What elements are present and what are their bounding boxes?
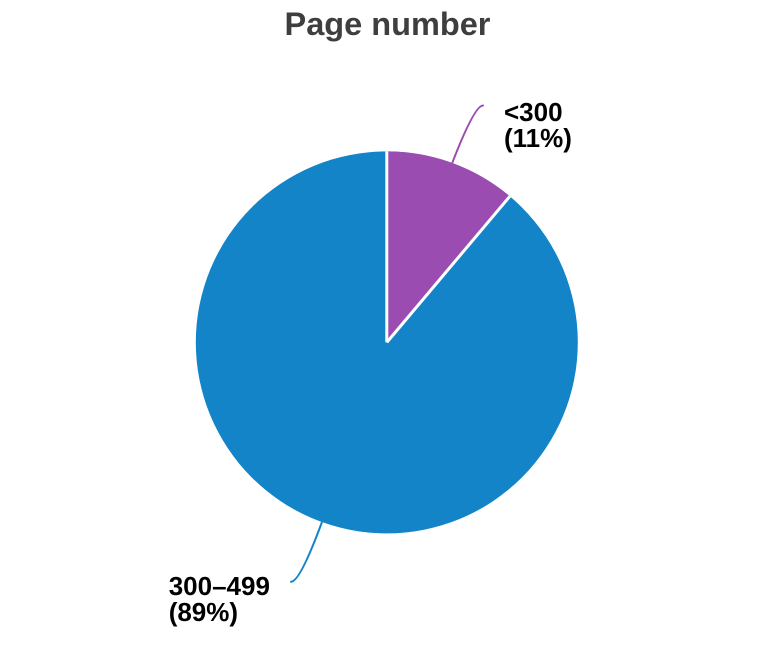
svg-text:(89%): (89%)	[169, 597, 238, 627]
svg-text:Page number: Page number	[285, 6, 491, 42]
svg-text:(11%): (11%)	[504, 123, 572, 153]
svg-text:300–499: 300–499	[169, 571, 270, 601]
svg-text:<300: <300	[504, 97, 563, 127]
